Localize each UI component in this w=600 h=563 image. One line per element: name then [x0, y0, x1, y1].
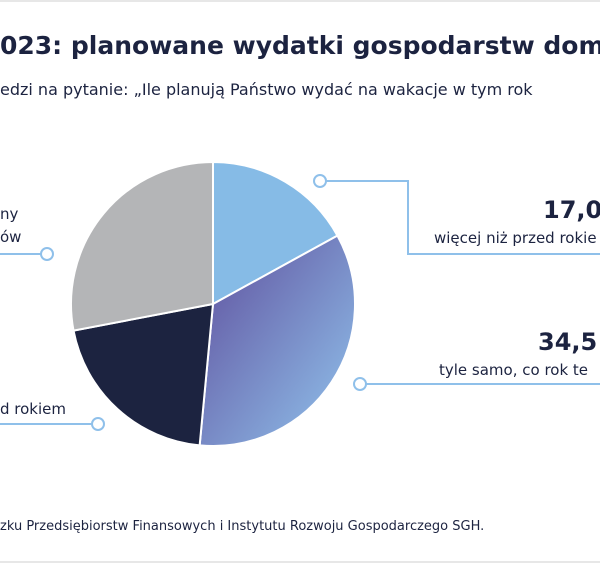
callout-dot [313, 174, 327, 188]
callout-dot [40, 247, 54, 261]
category-label: tyle samo, co rok te [439, 361, 588, 379]
category-label: d rokiem [0, 400, 66, 418]
callouts [0, 174, 600, 431]
chart-subtitle: edzi na pytanie: „Ile planują Państwo wy… [0, 80, 533, 99]
value-label: 17,0 [543, 196, 600, 224]
callout-line [326, 180, 600, 255]
pie-slice [72, 302, 215, 447]
pie [70, 160, 356, 447]
source: zku Przedsiębiorstw Finansowych i Instyt… [0, 519, 484, 534]
category-label: więcej niż przed rokie [434, 229, 597, 247]
callout-dot [353, 377, 367, 391]
chart-title: 023: planowane wydatki gospodarstw domow [0, 31, 600, 60]
category-label: ów [0, 228, 21, 246]
pie-slice [198, 234, 356, 447]
pie-slice [70, 160, 214, 332]
callout-dot [91, 417, 105, 431]
value-label: 34,5 [538, 328, 597, 356]
category-label: ny [0, 205, 19, 223]
pie-slice [212, 160, 339, 306]
